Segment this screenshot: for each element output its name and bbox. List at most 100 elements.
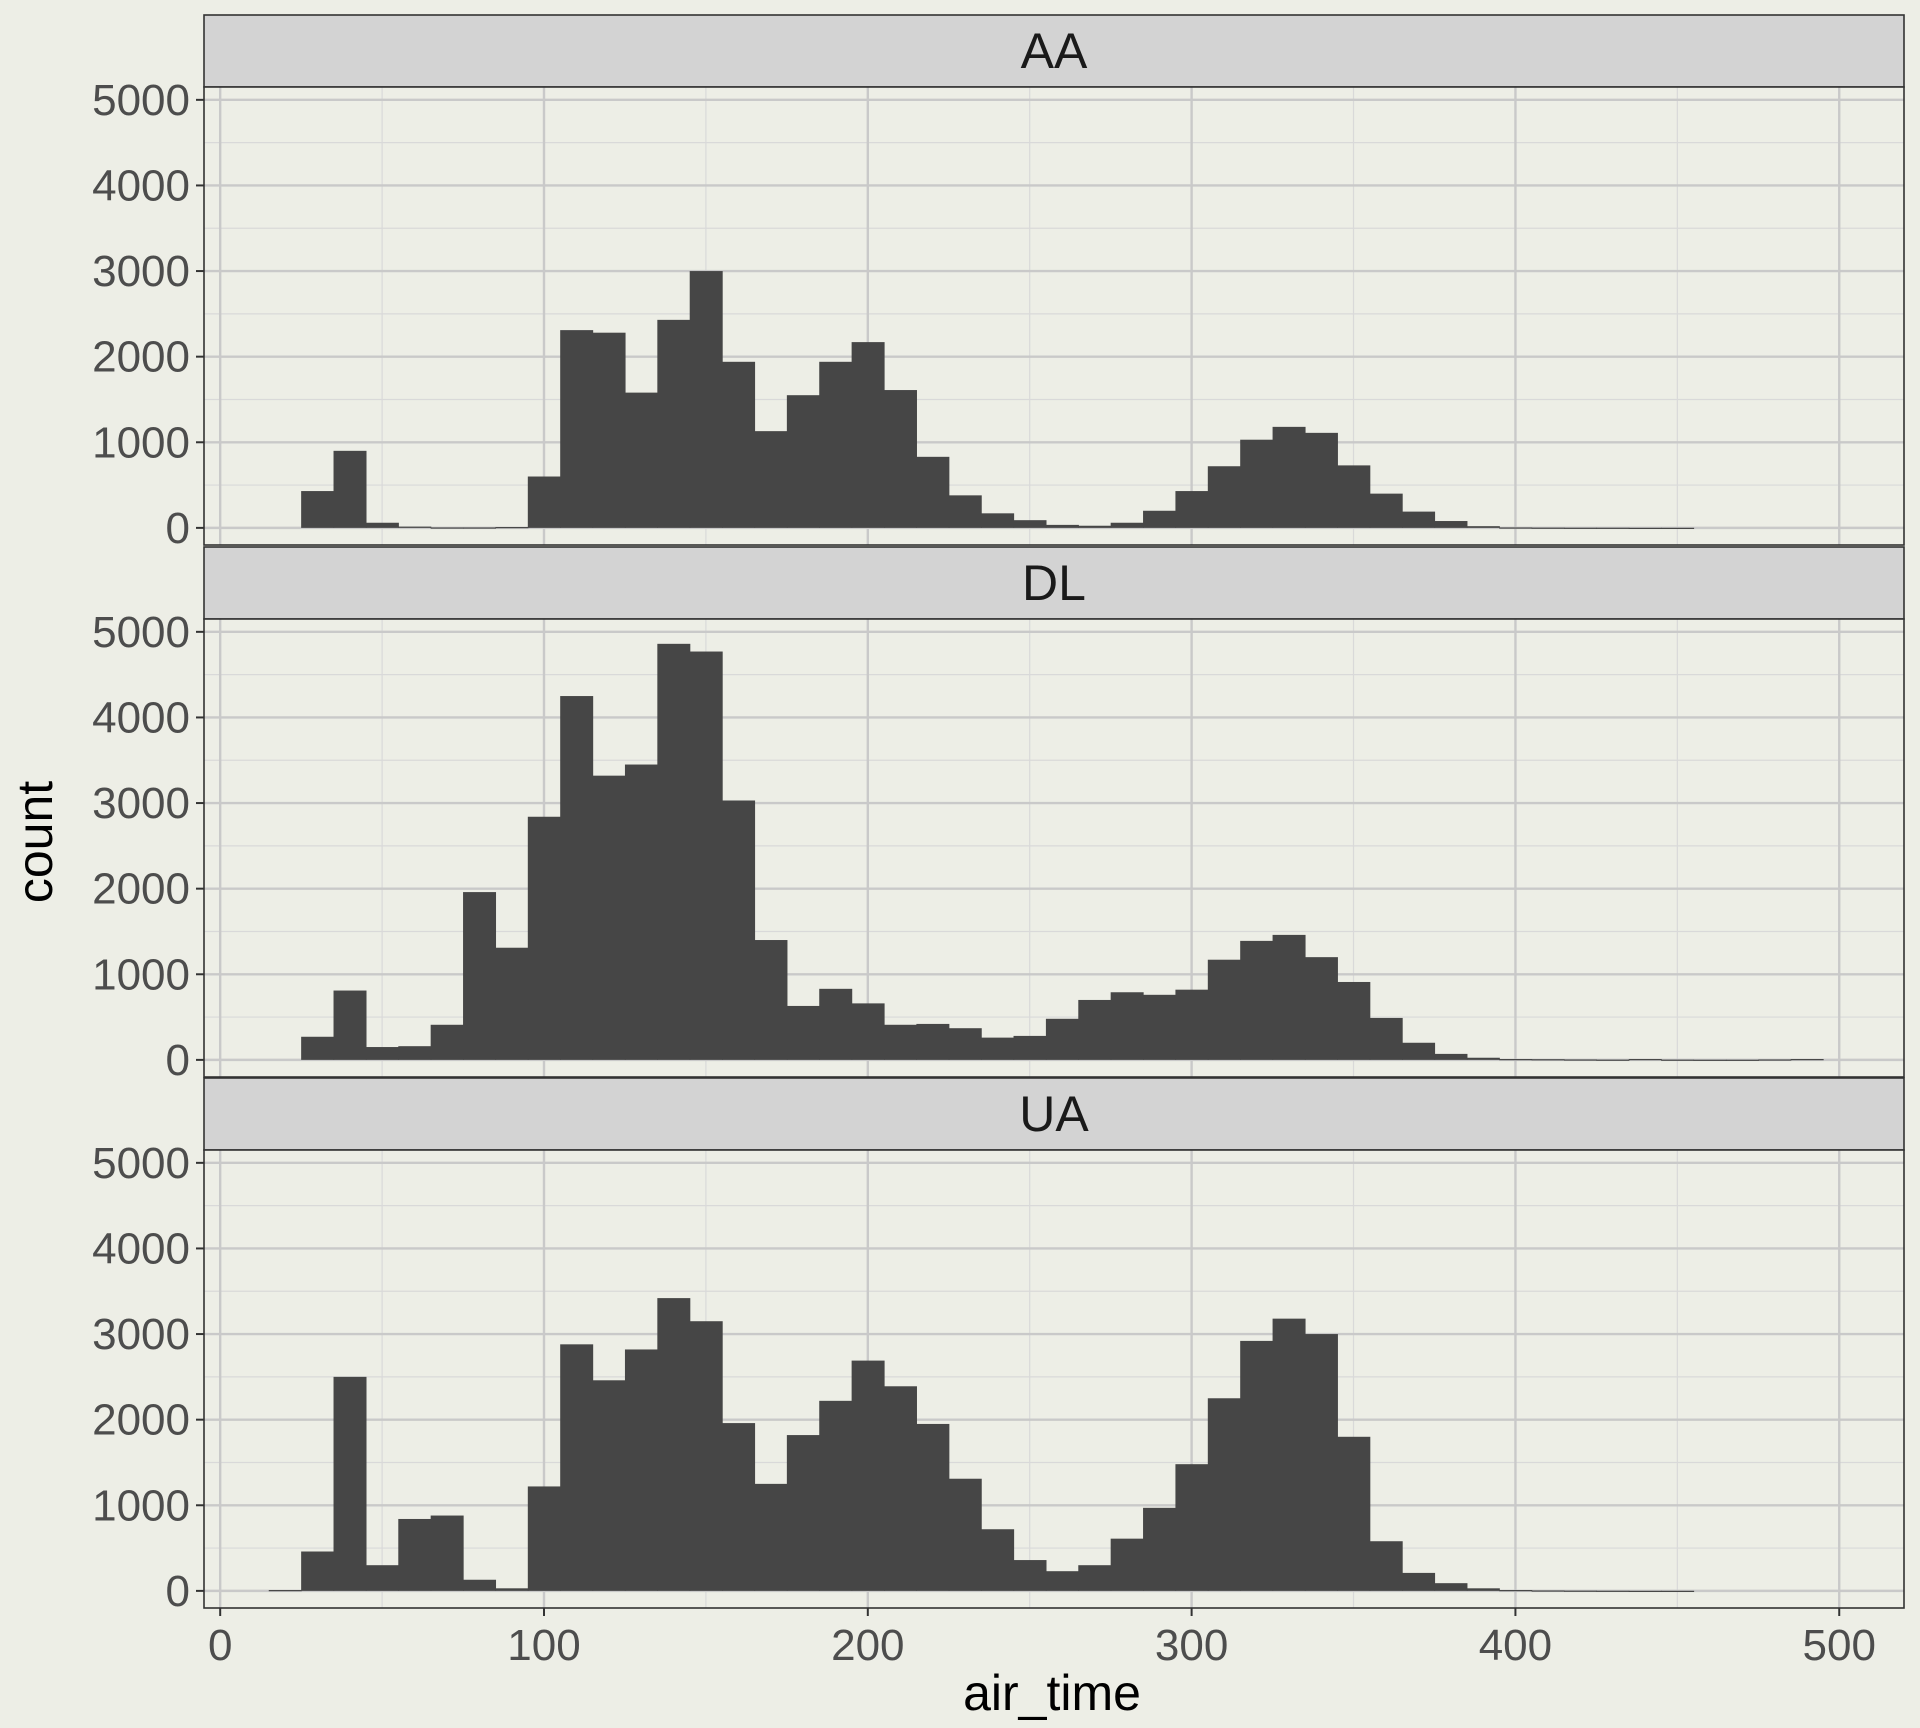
y-tick-label: 2000	[92, 865, 190, 914]
histogram-bar	[1304, 957, 1338, 1060]
histogram-bar	[1564, 527, 1597, 529]
histogram-bar	[1596, 1590, 1630, 1592]
histogram-bar	[884, 1386, 917, 1591]
histogram-bar	[981, 513, 1015, 528]
histogram-bar	[624, 764, 658, 1060]
histogram-bar	[851, 342, 885, 528]
x-tick-label: 300	[1155, 1621, 1228, 1670]
histogram-bar	[398, 1518, 432, 1591]
histogram-bar	[1531, 1059, 1565, 1061]
histogram-bar	[1596, 527, 1630, 529]
facet-panel-aa: AA 0 1000 2000 3000 4000 5000	[92, 14, 1905, 553]
histogram-bar	[754, 1483, 788, 1591]
histogram-bar	[1369, 1017, 1403, 1060]
histogram-bar	[884, 1024, 917, 1060]
histogram-bar	[916, 1023, 950, 1060]
histogram-bar	[948, 495, 982, 528]
histogram-bar	[398, 1046, 432, 1060]
y-tick-label: 5000	[92, 1139, 190, 1188]
histogram-bar	[1531, 527, 1565, 529]
histogram-bar	[1596, 1059, 1630, 1061]
x-axis: 0 100 200 300 400 500	[208, 1608, 1876, 1670]
histogram-bar	[365, 1565, 399, 1591]
facet-strip	[203, 14, 1905, 88]
histogram-bar	[754, 940, 788, 1060]
histogram-bar	[1143, 510, 1177, 528]
y-tick-label: 0	[166, 504, 190, 553]
histogram-bar	[1110, 1538, 1144, 1591]
histogram-bar	[916, 456, 950, 528]
histogram-bar	[916, 1423, 950, 1591]
histogram-bar	[1110, 522, 1144, 528]
histogram-bar	[592, 775, 626, 1060]
histogram-bar	[819, 988, 853, 1060]
histogram-bar	[1207, 959, 1241, 1060]
histogram-bar	[948, 1028, 982, 1060]
y-tick-label: 4000	[92, 161, 190, 210]
histogram-bar	[689, 1321, 723, 1591]
histogram-bar	[689, 651, 723, 1060]
histogram-bar	[1175, 1464, 1209, 1591]
histogram-bar	[1143, 1507, 1177, 1591]
facet-strip-label: AA	[1021, 23, 1088, 79]
x-tick-label: 400	[1479, 1621, 1552, 1670]
histogram-bar	[1045, 1018, 1079, 1060]
histogram-bar	[1013, 520, 1047, 528]
y-tick-label: 5000	[92, 608, 190, 657]
histogram-bar	[398, 526, 432, 528]
histogram-bar	[268, 1590, 302, 1592]
histogram-bar	[301, 491, 335, 528]
facet-strip-label: DL	[1022, 555, 1086, 611]
histogram-bar	[1466, 1057, 1500, 1060]
histogram-bar	[1402, 1042, 1436, 1060]
histogram-bar	[1272, 426, 1306, 528]
histogram-bar	[1143, 994, 1177, 1060]
y-tick-label: 2000	[92, 1396, 190, 1445]
histogram-bar	[1337, 1436, 1371, 1591]
histogram-bar	[495, 527, 529, 529]
histogram-bar	[1499, 1059, 1533, 1061]
y-tick-label: 2000	[92, 333, 190, 382]
panel-background	[204, 87, 1904, 545]
histogram-bar	[851, 1003, 885, 1060]
panel-background	[204, 1150, 1904, 1608]
y-tick-label: 3000	[92, 247, 190, 296]
panel-border	[203, 618, 1905, 1078]
histogram-bar	[333, 990, 367, 1060]
histogram-bar	[560, 696, 594, 1060]
histogram-bar	[1304, 432, 1338, 528]
histogram-bar	[365, 1047, 399, 1060]
histogram-bar	[1434, 521, 1468, 528]
histogram-bar	[527, 1486, 561, 1591]
histogram-bar	[430, 1024, 464, 1060]
histogram-bar	[851, 1360, 885, 1591]
histogram-bar	[365, 522, 399, 528]
histogram-bar	[1337, 981, 1371, 1060]
facet-panel-ua: UA 0 1000 2000 3000 4000 5000	[92, 1077, 1905, 1616]
y-tick-label: 3000	[92, 1310, 190, 1359]
histogram-bar	[1434, 1053, 1468, 1060]
histogram-bar	[786, 1005, 820, 1060]
histogram-bar	[1078, 999, 1112, 1060]
histogram-bar	[1078, 525, 1112, 528]
x-tick-label: 500	[1803, 1621, 1876, 1670]
histogram-bar	[333, 450, 367, 528]
histogram-bar	[1402, 1572, 1436, 1591]
x-axis-title: air_time	[963, 1665, 1141, 1721]
histogram-bar	[1628, 1590, 1662, 1592]
histogram-bar	[463, 527, 497, 529]
histogram-bar	[430, 527, 464, 529]
panel-background	[204, 619, 1904, 1077]
facets-layer: AA 0 1000 2000 3000 4000 5000 DL 0 1000 2000 3000 40…	[92, 14, 1905, 1616]
histogram-bar	[722, 1423, 756, 1591]
histogram-bar	[527, 476, 561, 528]
histogram-bar	[819, 361, 853, 528]
histogram-bar	[1628, 1059, 1662, 1061]
histogram-bar	[495, 1588, 529, 1591]
histogram-bar	[948, 1478, 982, 1591]
histogram-bar	[1207, 1398, 1241, 1591]
y-tick-label: 1000	[92, 950, 190, 999]
x-tick-label: 100	[507, 1621, 580, 1670]
histogram-bar	[463, 1579, 497, 1591]
